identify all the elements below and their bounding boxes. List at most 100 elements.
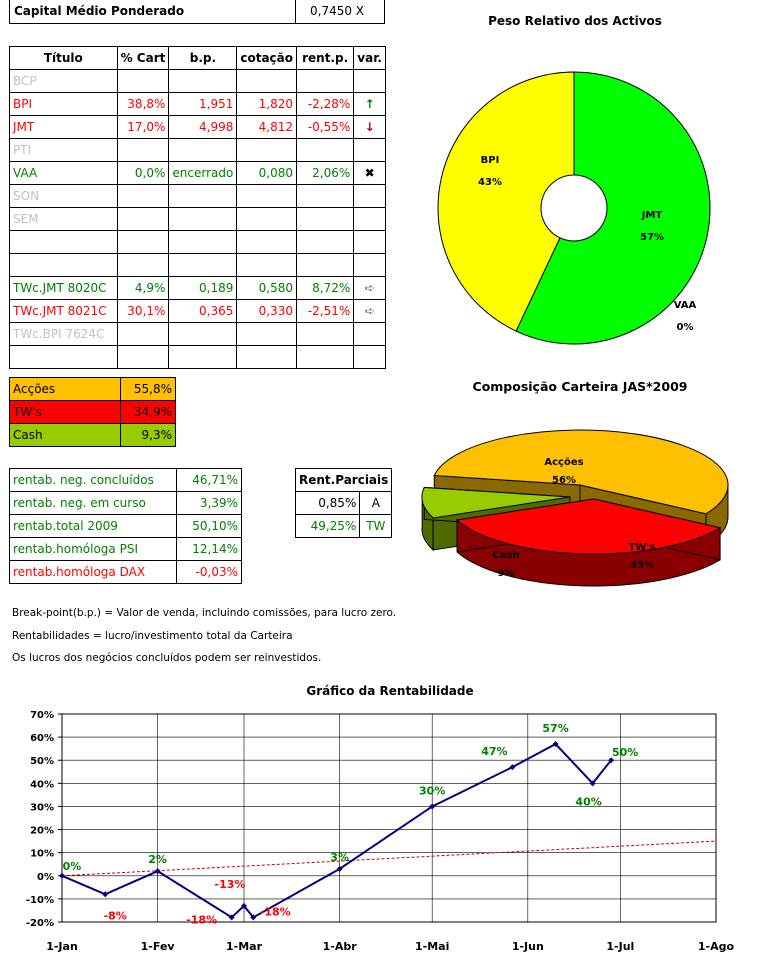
- cell-rent: -0,55%: [296, 115, 355, 139]
- y-tick-label: 40%: [30, 779, 54, 790]
- cross-icon: ✖: [353, 161, 386, 185]
- cell-cot: [236, 138, 298, 162]
- composition-row: Acções 55,8%: [9, 377, 176, 401]
- cell-titulo: [9, 345, 118, 369]
- pie3d-chart-title: Composição Carteira JAS*2009: [472, 379, 688, 394]
- x-tick-label: 1-Mai: [415, 940, 449, 953]
- slice-cash: [421, 486, 571, 519]
- table-row: SEM: [9, 207, 386, 231]
- cell-titulo: SON: [9, 184, 118, 208]
- cell-cart: 0,0%: [116, 161, 170, 185]
- cell-bp: [168, 230, 238, 254]
- cell-bp: [168, 322, 238, 346]
- rentab-row: rentab.homóloga DAX -0,03%: [9, 560, 242, 584]
- rentab-label: rentab. neg. em curso: [9, 491, 177, 515]
- rent-parciais-tag: TW: [359, 514, 393, 538]
- slice-pct-label: 57%: [640, 232, 664, 243]
- cell-cot: 1,820: [236, 92, 298, 116]
- x-tick-label: 1-Fev: [141, 940, 176, 953]
- slice-pct-label: 0%: [677, 322, 694, 333]
- slice-pct-label: 43%: [478, 177, 502, 188]
- table-row: TWc.BPI 7624C: [9, 322, 386, 346]
- slice-pct-label: 9%: [498, 568, 515, 579]
- x-tick-label: 1-Jun: [512, 940, 544, 953]
- data-point: [228, 914, 235, 921]
- slice-pct-label: 35%: [630, 560, 654, 571]
- rentab-value: 12,14%: [176, 537, 242, 561]
- data-label: -18%: [186, 913, 217, 926]
- data-label: 3%: [330, 851, 349, 864]
- slice-pct-label: 56%: [552, 475, 576, 486]
- cell-rent: 2,06%: [296, 161, 355, 185]
- cell-bp: [168, 207, 238, 231]
- portfolio-table: Título% Cart b.p. cotação rent.p. var. BCP BP…: [9, 46, 386, 369]
- cell-titulo: BCP: [9, 69, 118, 93]
- cell-cart: [116, 322, 170, 346]
- cell-titulo: [9, 253, 118, 277]
- cell-rent: -2,51%: [296, 299, 355, 323]
- composition-row: TW's 34,9%: [9, 400, 176, 424]
- arrow-right-icon: ➪: [353, 299, 386, 323]
- slice-label: Acções: [544, 457, 583, 468]
- cell-cart: 4,9%: [116, 276, 170, 300]
- cell-bp: [168, 138, 238, 162]
- data-point: [154, 868, 161, 875]
- rentab-table: rentab. neg. concluídos 46,71% rentab. neg…: [9, 468, 242, 584]
- header-rentp: rent.p.: [296, 46, 355, 70]
- cell-rent: [296, 138, 355, 162]
- data-label: 2%: [148, 853, 167, 866]
- slice-label: TW's: [629, 542, 656, 553]
- slice-bpi: [437, 71, 575, 332]
- data-point: [552, 741, 559, 748]
- y-tick-label: 20%: [30, 826, 54, 837]
- rentab-value: 3,39%: [176, 491, 242, 515]
- rentab-row: rentab. neg. concluídos 46,71%: [9, 468, 242, 492]
- line-chart: -20% -10% 0% 10% 20% 30% 40% 50% 60% 70% 1-Jan 1-Fe…: [26, 710, 735, 953]
- x-tick-label: 1-Mar: [226, 940, 263, 953]
- arrow-down-icon: ↓: [353, 115, 386, 139]
- cell-rent: [296, 69, 355, 93]
- data-point: [59, 872, 65, 879]
- cell-var: [353, 230, 386, 254]
- cell-cot: [236, 345, 298, 369]
- data-point: [102, 891, 109, 898]
- table-row: TWc.JMT 8020C 4,9% 0,189 0,580 8,72% ➪: [9, 276, 386, 300]
- data-label: 0%: [63, 860, 82, 873]
- cell-cot: 4,812: [236, 115, 298, 139]
- slice-label: BPI: [481, 155, 500, 166]
- x-tick-label: 1-Abr: [323, 940, 358, 953]
- capital-box: Capital Médio Ponderado 0,7450 X: [9, 0, 385, 24]
- composition-value: 9,3%: [120, 423, 176, 447]
- rentab-row: rentab.homóloga PSI 12,14%: [9, 537, 242, 561]
- cell-bp: 4,998: [168, 115, 238, 139]
- cell-rent: [296, 322, 355, 346]
- cell-cot: [236, 230, 298, 254]
- cell-bp: 0,189: [168, 276, 238, 300]
- slice-tws: [456, 498, 722, 555]
- rentab-row: rentab.total 2009 50,10%: [9, 514, 242, 538]
- composition-value: 55,8%: [120, 377, 176, 401]
- cell-titulo: VAA: [9, 161, 118, 185]
- data-point: [250, 914, 257, 921]
- data-point: [589, 780, 596, 787]
- y-tick-label: 70%: [30, 710, 54, 721]
- table-row: BPI 38,8% 1,951 1,820 -2,28% ↑: [9, 92, 386, 116]
- note-lucros: Os lucros dos negócios concluídos podem …: [12, 652, 322, 664]
- slice-accoes: [433, 429, 729, 515]
- header-var: var.: [353, 46, 386, 70]
- cell-cot: [236, 322, 298, 346]
- rentab-value: -0,03%: [176, 560, 242, 584]
- note-rentabilidades: Rentabilidades = lucro/investimento tota…: [12, 630, 293, 642]
- data-point: [608, 757, 615, 764]
- capital-label: Capital Médio Ponderado: [14, 4, 185, 18]
- table-row: PTI: [9, 138, 386, 162]
- data-point: [336, 865, 343, 872]
- data-label: 30%: [419, 784, 445, 797]
- table-row: [9, 230, 386, 254]
- cell-titulo: PTI: [9, 138, 118, 162]
- composition-label: TW's: [9, 400, 121, 424]
- cell-var: [353, 253, 386, 277]
- cell-bp: encerrado: [168, 161, 238, 185]
- cell-titulo: TWc.JMT 8020C: [9, 276, 118, 300]
- cell-rent: [296, 230, 355, 254]
